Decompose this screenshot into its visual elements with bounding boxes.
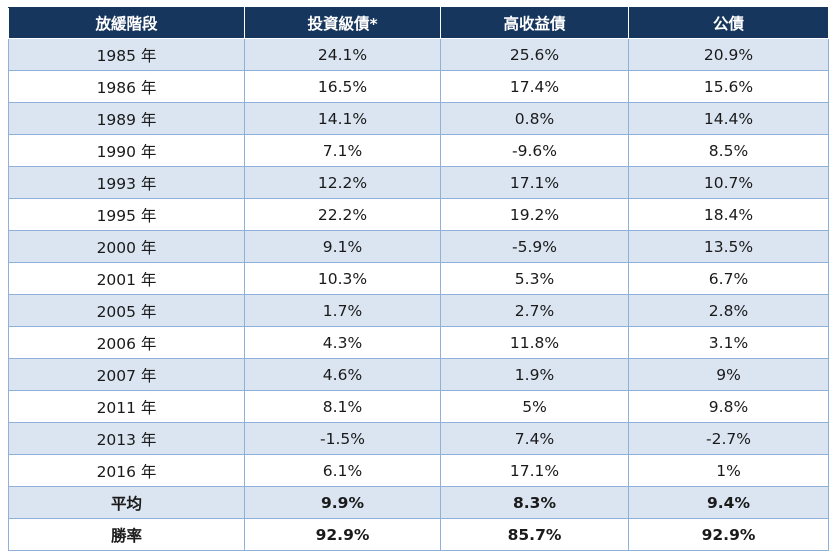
high-yield-cell: 5.3%: [440, 262, 629, 295]
period-cell: 勝率: [8, 518, 245, 551]
period-cell: 1990 年: [8, 134, 245, 167]
investment-grade-cell: 6.1%: [244, 454, 441, 487]
treasury-cell: 20.9%: [628, 38, 829, 71]
investment-grade-cell: 16.5%: [244, 70, 441, 103]
period-cell: 1995 年: [8, 198, 245, 231]
high-yield-cell: 11.8%: [440, 326, 629, 359]
table-row: 1993 年 12.2% 17.1% 10.7%: [8, 166, 829, 199]
treasury-cell: 9%: [628, 358, 829, 391]
high-yield-cell: 25.6%: [440, 38, 629, 71]
period-cell: 1989 年: [8, 102, 245, 135]
treasury-cell: 9.8%: [628, 390, 829, 423]
high-yield-cell: 5%: [440, 390, 629, 423]
investment-grade-cell: 10.3%: [244, 262, 441, 295]
table-row: 1985 年 24.1% 25.6% 20.9%: [8, 38, 829, 71]
investment-grade-cell: 8.1%: [244, 390, 441, 423]
high-yield-cell: -5.9%: [440, 230, 629, 263]
period-cell: 1986 年: [8, 70, 245, 103]
high-yield-cell: 2.7%: [440, 294, 629, 327]
investment-grade-cell: 92.9%: [244, 518, 441, 551]
period-cell: 2006 年: [8, 326, 245, 359]
treasury-cell: 8.5%: [628, 134, 829, 167]
summary-row: 勝率 92.9% 85.7% 92.9%: [8, 518, 829, 551]
period-cell: 2016 年: [8, 454, 245, 487]
table-row: 1990 年 7.1% -9.6% 8.5%: [8, 134, 829, 167]
table-row: 2013 年 -1.5% 7.4% -2.7%: [8, 422, 829, 455]
table-row: 1989 年 14.1% 0.8% 14.4%: [8, 102, 829, 135]
table-row: 2000 年 9.1% -5.9% 13.5%: [8, 230, 829, 263]
high-yield-cell: 0.8%: [440, 102, 629, 135]
high-yield-cell: 17.1%: [440, 166, 629, 199]
table-row: 2016 年 6.1% 17.1% 1%: [8, 454, 829, 487]
period-cell: 2007 年: [8, 358, 245, 391]
investment-grade-cell: -1.5%: [244, 422, 441, 455]
investment-grade-cell: 24.1%: [244, 38, 441, 71]
high-yield-cell: 8.3%: [440, 486, 629, 519]
table-row: 2005 年 1.7% 2.7% 2.8%: [8, 294, 829, 327]
treasury-cell: 18.4%: [628, 198, 829, 231]
header-treasury: 公債: [628, 7, 829, 39]
table-row: 1995 年 22.2% 19.2% 18.4%: [8, 198, 829, 231]
treasury-cell: 92.9%: [628, 518, 829, 551]
high-yield-cell: 7.4%: [440, 422, 629, 455]
period-cell: 2000 年: [8, 230, 245, 263]
high-yield-cell: 17.4%: [440, 70, 629, 103]
treasury-cell: 6.7%: [628, 262, 829, 295]
table-row: 2001 年 10.3% 5.3% 6.7%: [8, 262, 829, 295]
period-cell: 2011 年: [8, 390, 245, 423]
table-row: 2006 年 4.3% 11.8% 3.1%: [8, 326, 829, 359]
treasury-cell: -2.7%: [628, 422, 829, 455]
investment-grade-cell: 12.2%: [244, 166, 441, 199]
header-row: 放緩階段 投資級債* 高收益債 公債: [8, 7, 829, 39]
investment-grade-cell: 7.1%: [244, 134, 441, 167]
high-yield-cell: -9.6%: [440, 134, 629, 167]
period-cell: 1993 年: [8, 166, 245, 199]
treasury-cell: 1%: [628, 454, 829, 487]
period-cell: 平均: [8, 486, 245, 519]
period-cell: 2001 年: [8, 262, 245, 295]
treasury-cell: 2.8%: [628, 294, 829, 327]
period-cell: 1985 年: [8, 38, 245, 71]
period-cell: 2013 年: [8, 422, 245, 455]
period-cell: 2005 年: [8, 294, 245, 327]
header-high-yield: 高收益債: [440, 7, 629, 39]
high-yield-cell: 1.9%: [440, 358, 629, 391]
high-yield-cell: 85.7%: [440, 518, 629, 551]
investment-grade-cell: 9.1%: [244, 230, 441, 263]
table-row: 2011 年 8.1% 5% 9.8%: [8, 390, 829, 423]
table-row: 1986 年 16.5% 17.4% 15.6%: [8, 70, 829, 103]
returns-table: 放緩階段 投資級債* 高收益債 公債 1985 年 24.1% 25.6% 20.9%…: [8, 7, 829, 551]
investment-grade-cell: 4.3%: [244, 326, 441, 359]
header-period: 放緩階段: [8, 7, 245, 39]
header-investment-grade: 投資級債*: [244, 7, 441, 39]
investment-grade-cell: 1.7%: [244, 294, 441, 327]
treasury-cell: 9.4%: [628, 486, 829, 519]
treasury-cell: 13.5%: [628, 230, 829, 263]
treasury-cell: 15.6%: [628, 70, 829, 103]
investment-grade-cell: 22.2%: [244, 198, 441, 231]
summary-row: 平均 9.9% 8.3% 9.4%: [8, 486, 829, 519]
investment-grade-cell: 4.6%: [244, 358, 441, 391]
high-yield-cell: 17.1%: [440, 454, 629, 487]
treasury-cell: 14.4%: [628, 102, 829, 135]
investment-grade-cell: 14.1%: [244, 102, 441, 135]
treasury-cell: 3.1%: [628, 326, 829, 359]
high-yield-cell: 19.2%: [440, 198, 629, 231]
table-row: 2007 年 4.6% 1.9% 9%: [8, 358, 829, 391]
investment-grade-cell: 9.9%: [244, 486, 441, 519]
treasury-cell: 10.7%: [628, 166, 829, 199]
